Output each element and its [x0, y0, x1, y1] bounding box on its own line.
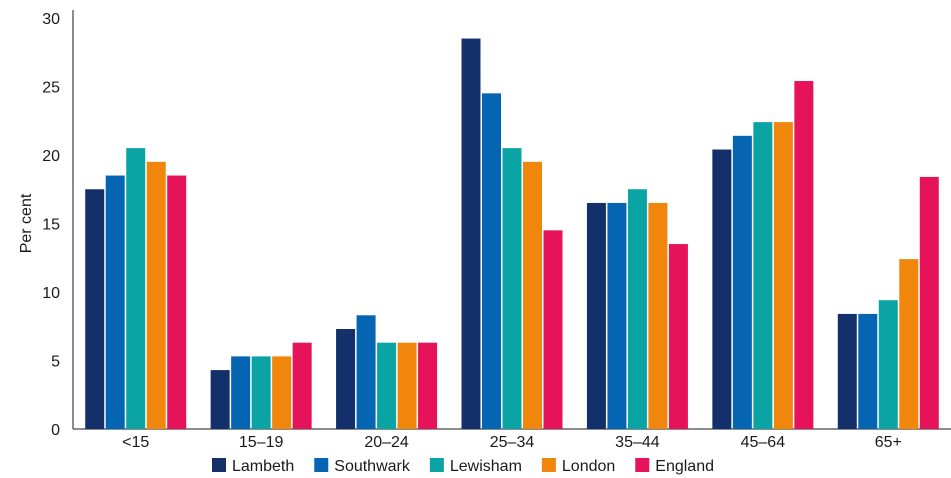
y-axis-title: Per cent — [18, 193, 35, 253]
bar — [712, 149, 732, 429]
bar — [167, 175, 187, 429]
y-tick-label: 5 — [51, 354, 60, 371]
legend-swatch — [541, 458, 556, 472]
bar — [648, 202, 668, 429]
bar — [105, 175, 125, 429]
bars-layer — [85, 38, 939, 430]
bar — [461, 38, 481, 430]
x-tick-label: 20–24 — [364, 434, 409, 451]
legend-swatch — [635, 458, 650, 472]
legend-item: Southwark — [314, 458, 411, 475]
bar — [627, 189, 647, 429]
x-tick-label: 35–44 — [615, 434, 660, 451]
bar — [543, 230, 563, 429]
x-tick-labels: <15 15–19 20–24 25–34 35–44 45–64 65+ — [122, 434, 902, 451]
y-tick-label: 15 — [42, 217, 60, 234]
bar — [377, 342, 397, 429]
bar — [85, 189, 105, 429]
legend-item: Lambeth — [212, 458, 294, 475]
bar — [753, 122, 773, 430]
bar — [732, 135, 752, 429]
bar — [482, 93, 501, 429]
bar — [858, 313, 878, 429]
bar — [502, 148, 522, 429]
bar — [210, 370, 230, 429]
y-tick-label: 0 — [51, 422, 60, 439]
bar — [586, 202, 606, 429]
legend-swatch — [212, 458, 226, 472]
bar — [668, 244, 688, 429]
bar — [126, 148, 146, 429]
legend-item: England — [635, 458, 714, 475]
x-tick-label: 15–19 — [239, 434, 284, 451]
legend: Lambeth Southwark Lewisham London England — [212, 458, 714, 475]
legend-swatch — [314, 458, 329, 472]
bar — [919, 176, 939, 429]
legend-item: Lewisham — [429, 458, 522, 475]
bar — [899, 259, 919, 429]
bar — [231, 356, 251, 429]
legend-label: Southwark — [334, 458, 411, 475]
legend-label: London — [562, 458, 615, 475]
bar — [607, 202, 627, 429]
bar — [794, 81, 814, 430]
x-tick-label: <15 — [122, 434, 149, 451]
bar — [523, 161, 542, 429]
legend-label: England — [655, 458, 714, 475]
legend-label: Lewisham — [450, 458, 522, 475]
bar — [272, 356, 292, 429]
legend-swatch — [429, 458, 444, 472]
bar — [773, 122, 793, 430]
bar — [336, 328, 356, 429]
bar — [397, 342, 417, 429]
bar — [251, 356, 271, 429]
x-tick-label: 45–64 — [741, 434, 786, 451]
x-tick-label: 65+ — [875, 434, 902, 451]
y-tick-label: 25 — [42, 80, 60, 97]
y-tick-label: 20 — [42, 148, 60, 165]
bar — [146, 161, 166, 429]
y-tick-labels: 0 5 10 15 20 25 30 — [42, 11, 60, 439]
bar — [356, 315, 376, 429]
legend-item: London — [541, 458, 615, 475]
y-tick-label: 30 — [42, 11, 60, 28]
bar — [418, 342, 438, 429]
legend-label: Lambeth — [232, 458, 294, 475]
bar — [837, 313, 857, 429]
y-tick-label: 10 — [42, 285, 60, 302]
bar — [292, 342, 312, 429]
x-tick-label: 25–34 — [490, 434, 535, 451]
bar — [878, 300, 898, 429]
